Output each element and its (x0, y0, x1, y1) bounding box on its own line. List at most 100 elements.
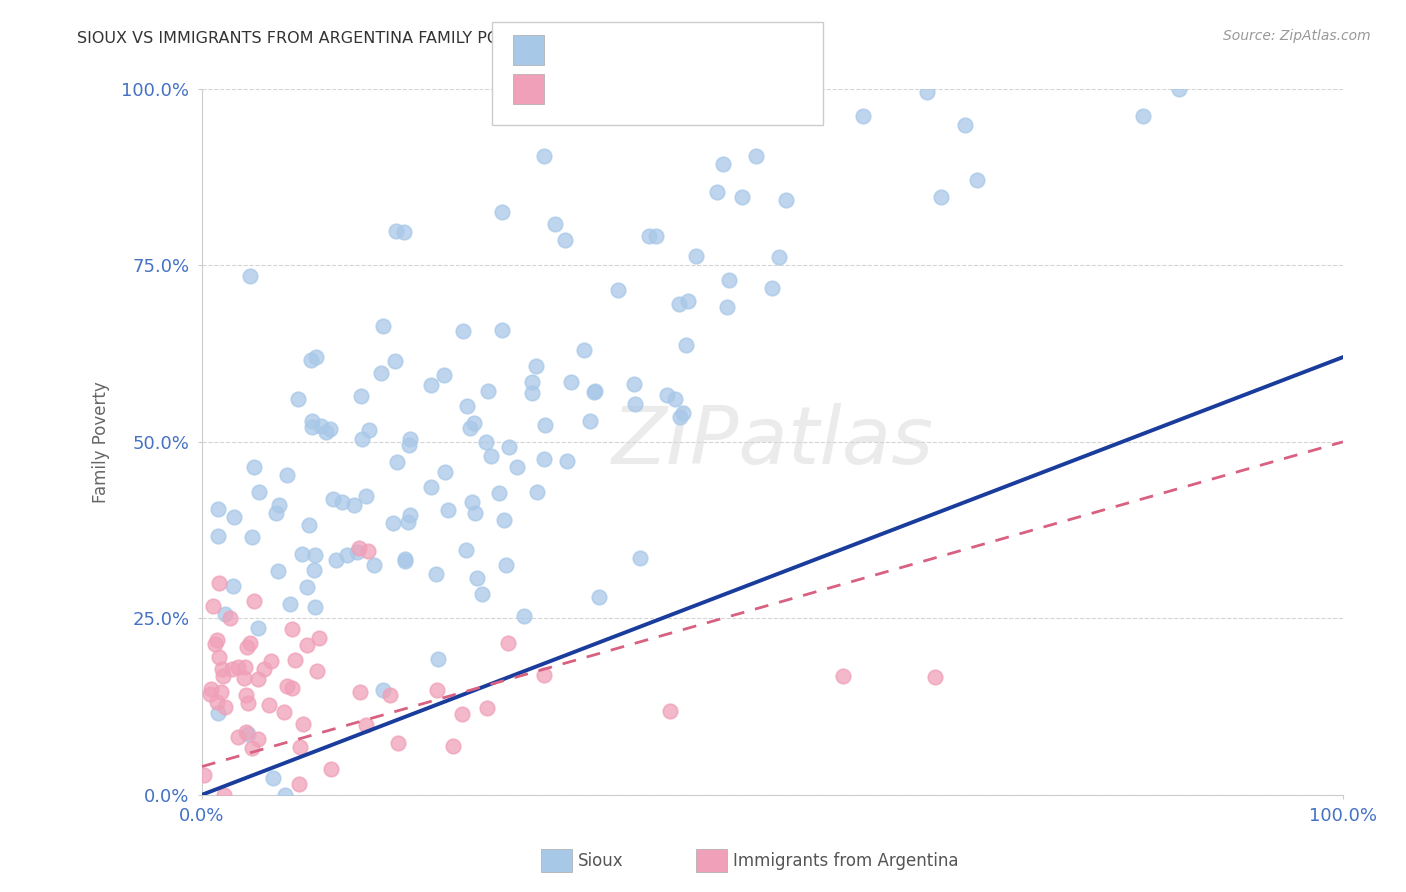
Point (761, 281, 783, 295)
Point (669, 410, 692, 425)
Point (398, 437, 420, 451)
Point (522, 375, 544, 389)
Point (924, 670, 946, 684)
Point (494, 513, 516, 527)
Point (533, 417, 555, 432)
Point (309, 418, 332, 433)
Point (243, 593, 266, 607)
Point (193, 768, 215, 782)
Point (209, 684, 232, 698)
Y-axis label: Family Poverty: Family Poverty (93, 381, 110, 503)
Point (208, 650, 231, 665)
Point (291, 547, 314, 561)
Point (247, 673, 270, 687)
Point (454, 542, 477, 557)
Point (1167, 82, 1189, 96)
Point (370, 366, 392, 380)
Point (463, 416, 485, 430)
Point (668, 297, 690, 311)
Point (264, 506, 287, 520)
Point (496, 636, 519, 650)
Point (716, 300, 738, 314)
Point (675, 338, 697, 352)
Point (236, 640, 259, 655)
Point (292, 716, 315, 731)
Point (745, 148, 768, 162)
Point (232, 671, 254, 685)
Point (583, 384, 606, 398)
Text: Source: ZipAtlas.com: Source: ZipAtlas.com (1223, 29, 1371, 43)
Point (852, 109, 875, 123)
Point (717, 273, 740, 287)
Point (460, 421, 482, 435)
Point (354, 717, 377, 731)
Point (433, 466, 456, 480)
Point (262, 771, 284, 785)
Point (491, 204, 513, 219)
Text: ZIPatlas: ZIPatlas (612, 403, 934, 481)
Point (628, 551, 651, 566)
Point (713, 157, 735, 171)
Point (672, 406, 695, 420)
Point (322, 492, 344, 507)
Point (260, 654, 283, 668)
Point (475, 701, 498, 715)
Point (623, 376, 645, 391)
Point (235, 688, 257, 702)
Point (437, 503, 460, 517)
Point (205, 695, 228, 709)
Point (304, 548, 326, 562)
Point (427, 651, 450, 665)
Point (394, 554, 416, 568)
Point (308, 631, 330, 645)
Point (363, 558, 385, 572)
Point (475, 435, 498, 450)
Point (832, 668, 855, 682)
Point (219, 611, 242, 625)
Point (349, 684, 371, 698)
Point (461, 495, 484, 509)
Point (588, 590, 610, 604)
Point (419, 378, 441, 392)
Point (330, 495, 353, 509)
Point (385, 455, 408, 469)
Point (917, 85, 939, 99)
Point (288, 777, 311, 791)
Point (579, 414, 602, 428)
Point (200, 681, 222, 696)
Point (929, 190, 952, 204)
Point (287, 392, 309, 407)
Point (555, 454, 578, 468)
Point (236, 697, 259, 711)
Point (281, 622, 304, 636)
Point (269, 498, 291, 512)
Point (433, 368, 456, 383)
Point (664, 392, 686, 406)
Point (966, 173, 988, 187)
Point (471, 587, 494, 601)
Point (426, 682, 449, 697)
Point (463, 507, 485, 521)
Point (295, 638, 318, 652)
Point (301, 414, 323, 428)
Point (212, 788, 235, 802)
Point (240, 741, 263, 756)
Point (385, 224, 408, 238)
Point (655, 388, 678, 402)
Point (226, 730, 249, 744)
Point (204, 637, 226, 651)
Point (544, 217, 567, 231)
Point (221, 662, 243, 676)
Point (953, 118, 976, 132)
Point (456, 399, 478, 413)
Point (319, 762, 342, 776)
Point (419, 480, 441, 494)
Point (554, 233, 576, 247)
Point (387, 736, 409, 750)
Point (207, 501, 229, 516)
Point (659, 704, 682, 718)
Point (465, 571, 488, 585)
Point (495, 558, 517, 573)
Point (775, 193, 797, 207)
Point (305, 351, 328, 365)
